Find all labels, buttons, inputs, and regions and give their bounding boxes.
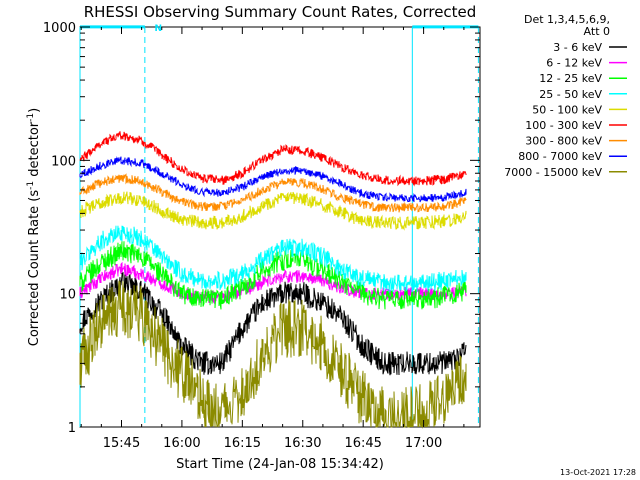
x-tick-label-3: 16:30 (284, 436, 321, 451)
y-axis-label-sup2: -1 (26, 113, 36, 122)
x-axis-label: Start Time (24-Jan-08 15:34:42) (176, 457, 384, 472)
x-tick-label-0: 15:45 (103, 436, 140, 451)
legend-label-1: 6 - 12 keV (546, 57, 602, 70)
legend-label-2: 12 - 25 keV (539, 72, 602, 85)
legend-label-4: 50 - 100 keV (532, 103, 602, 116)
x-tick-label-1: 16:00 (163, 436, 200, 451)
overlay-label-6: N (155, 24, 163, 34)
legend-label-7: 800 - 7000 keV (518, 150, 602, 163)
y-axis-label-main: Corrected Count Rate (s (27, 190, 42, 347)
series-line-5 (79, 131, 467, 187)
chart-title: RHESSI Observing Summary Count Rates, Co… (84, 3, 477, 21)
series-line-7 (79, 156, 467, 203)
series-line-0 (79, 272, 467, 376)
legend-header-0: Det 1,3,4,5,6,9, (524, 13, 610, 26)
footer-date: 13-Oct-2021 17:28 (560, 468, 636, 477)
legend-header-1: Att 0 (584, 25, 610, 38)
y-tick-label-2: 100 (51, 154, 76, 169)
x-tick-label-2: 16:15 (224, 436, 261, 451)
y-axis-label-mid: detector (27, 121, 42, 181)
series-line-1 (79, 261, 467, 305)
y-tick-label-1: 10 (59, 288, 76, 303)
y-axis-label-sup1: -1 (26, 181, 36, 190)
legend-label-5: 100 - 300 keV (525, 119, 602, 132)
y-axis-label: Corrected Count Rate (s-1 detector-1) (26, 108, 42, 346)
legend-label-0: 3 - 6 keV (553, 41, 602, 54)
y-tick-label-3: 1000 (43, 21, 76, 36)
y-axis-label-end: ) (27, 108, 42, 113)
series-line-2 (79, 241, 467, 310)
legend-label-3: 25 - 50 keV (539, 88, 602, 101)
series-line-4 (79, 191, 467, 231)
x-tick-label-5: 17:00 (405, 436, 442, 451)
series-line-3 (79, 225, 467, 293)
legend-label-6: 300 - 800 keV (525, 135, 602, 148)
series-line-8 (79, 280, 467, 429)
y-tick-label-0: 1 (68, 421, 76, 436)
series-line-6 (79, 173, 467, 213)
legend-label-8: 7000 - 15000 keV (504, 166, 602, 179)
x-tick-label-4: 16:45 (344, 436, 381, 451)
